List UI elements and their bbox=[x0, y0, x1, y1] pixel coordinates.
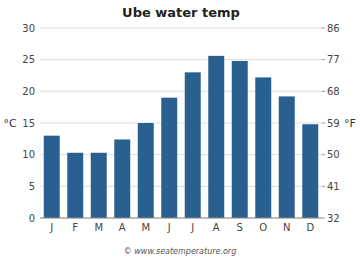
bar bbox=[232, 61, 248, 218]
bar bbox=[161, 98, 177, 218]
y2-tick bbox=[322, 28, 325, 29]
x-tick-label: J bbox=[167, 222, 171, 233]
y-tick-label: 20 bbox=[22, 86, 35, 97]
x-tick-label: F bbox=[72, 222, 78, 233]
grid-line bbox=[40, 59, 322, 60]
y-tick-label: 25 bbox=[22, 54, 35, 65]
y2-tick-label: 68 bbox=[327, 86, 340, 97]
bar bbox=[185, 72, 201, 218]
bar bbox=[67, 153, 83, 218]
x-tick-label: N bbox=[283, 222, 290, 233]
y2-tick-label: 59 bbox=[327, 118, 340, 129]
x-tick-label: O bbox=[259, 222, 267, 233]
y2-tick bbox=[322, 154, 325, 155]
y2-tick-label: 41 bbox=[327, 181, 340, 192]
y-tick-label: 0 bbox=[29, 213, 35, 224]
y-tick-label: 30 bbox=[22, 23, 35, 34]
x-tick-label: S bbox=[237, 222, 243, 233]
x-tick-label: M bbox=[141, 222, 150, 233]
y-tick-label: 10 bbox=[22, 149, 35, 160]
x-tick-label: A bbox=[213, 222, 220, 233]
x-tick-label: D bbox=[306, 222, 314, 233]
grid bbox=[40, 28, 322, 218]
bar bbox=[44, 136, 60, 218]
y-tick-label: 5 bbox=[29, 181, 35, 192]
y2-tick bbox=[322, 91, 325, 92]
bar bbox=[91, 153, 107, 218]
y2-tick-label: 50 bbox=[327, 149, 340, 160]
y2-tick-label: 77 bbox=[327, 54, 340, 65]
y-tick-label: 15 bbox=[22, 118, 35, 129]
bar bbox=[114, 139, 130, 218]
grid-line bbox=[40, 28, 322, 29]
x-tick-label: J bbox=[49, 222, 53, 233]
y2-tick bbox=[322, 186, 325, 187]
bar bbox=[302, 124, 318, 218]
bar bbox=[208, 56, 224, 218]
chart: Ube water temp 0 5 10 15 20 25 30 32 41 50 59 68 77 86… bbox=[0, 0, 360, 260]
x-tick-label: M bbox=[94, 222, 103, 233]
title: Ube water temp bbox=[122, 5, 240, 20]
x-axis-line bbox=[40, 218, 322, 219]
x-tick-label: J bbox=[190, 222, 194, 233]
x-tick-label: A bbox=[119, 222, 126, 233]
bar bbox=[279, 96, 295, 218]
y2-tick-label: 86 bbox=[327, 23, 340, 34]
y-axis-label: °C bbox=[3, 117, 17, 130]
grid-line bbox=[40, 218, 322, 219]
grid-line bbox=[40, 91, 322, 92]
bars bbox=[44, 56, 318, 218]
annotation: © www.seatemperature.org bbox=[124, 247, 236, 256]
bar bbox=[138, 123, 154, 218]
y2-tick bbox=[322, 59, 325, 60]
y2-tick-label: 32 bbox=[327, 213, 340, 224]
y2-tick bbox=[322, 218, 325, 219]
y2-tick bbox=[322, 123, 325, 124]
bar bbox=[255, 77, 271, 218]
y2-axis-label: °F bbox=[344, 117, 356, 130]
